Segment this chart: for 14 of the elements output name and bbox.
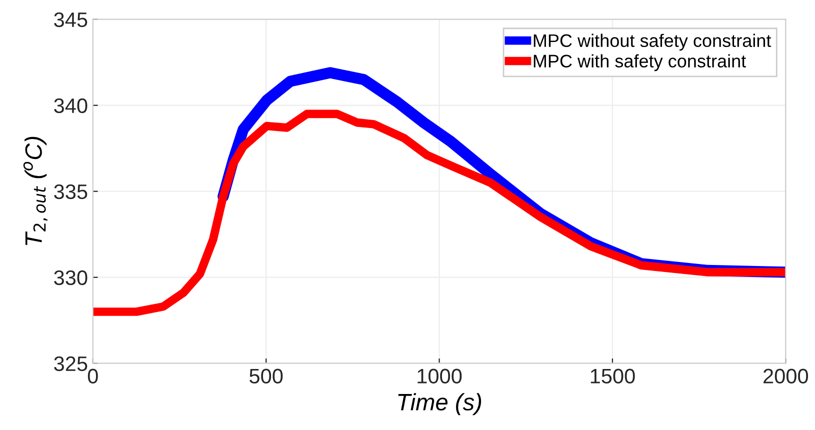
y-tick-label: 335 xyxy=(54,184,88,200)
x-tick-label: 500 xyxy=(250,368,283,384)
x-axis-title: Time (s) xyxy=(398,393,482,416)
x-tick-label: 2000 xyxy=(764,368,808,384)
y-tick-label: 340 xyxy=(54,98,88,114)
y-tick-label: 345 xyxy=(54,12,88,28)
x-tick-label: 1000 xyxy=(418,368,462,384)
legend-label: MPC with safety constraint xyxy=(534,54,746,72)
legend-label: MPC without safety constraint xyxy=(534,34,772,51)
y-tick-label: 330 xyxy=(54,270,88,286)
x-tick-label: 1500 xyxy=(590,368,635,384)
y-tick-label: 325 xyxy=(54,356,88,372)
x-tick-label: 0 xyxy=(88,368,98,384)
y-axis-title: T$_{2,out}$ ($^{o}$C) xyxy=(23,136,48,246)
